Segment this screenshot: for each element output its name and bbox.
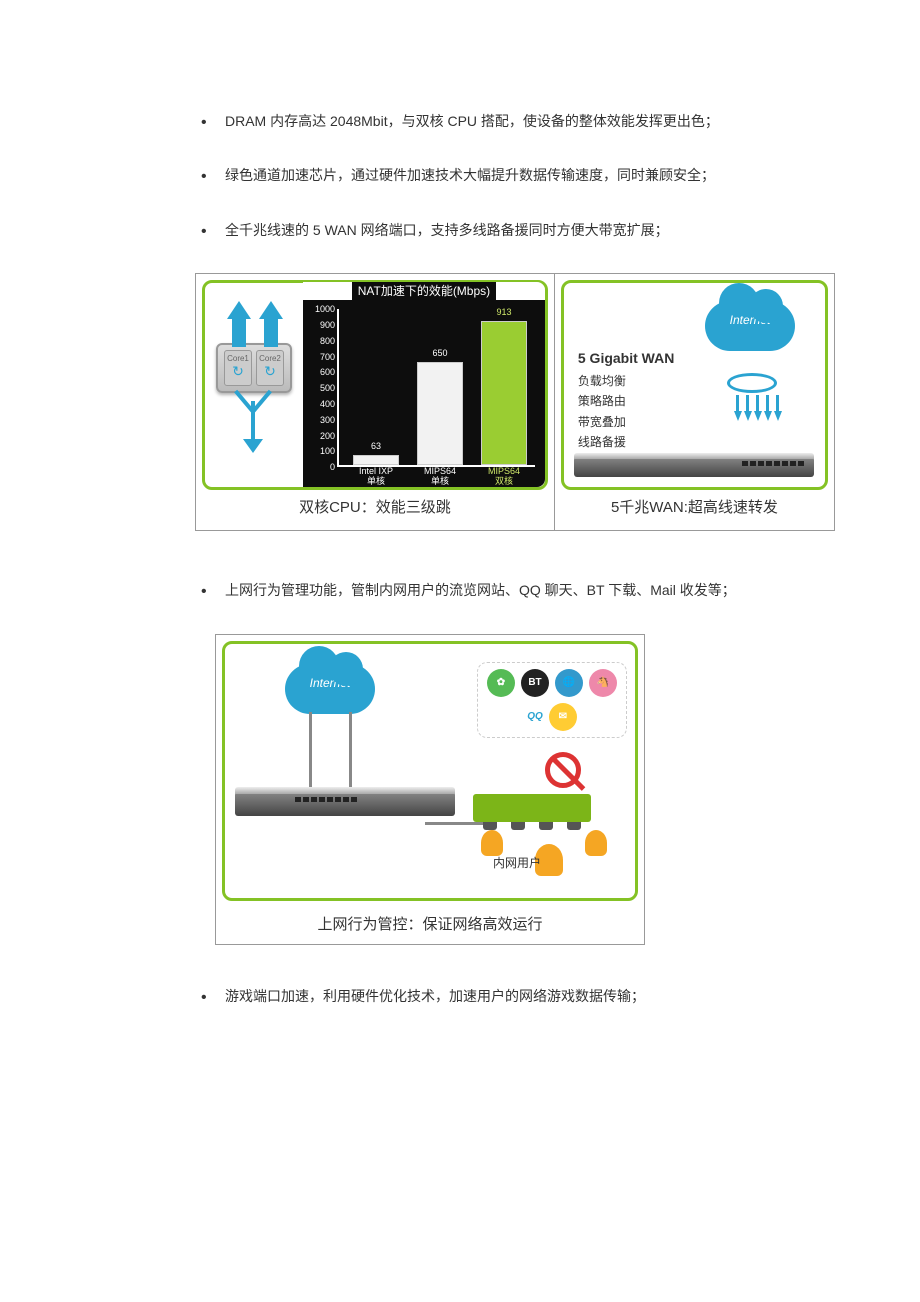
cpu-diagram: Core1 Core2 bbox=[205, 283, 303, 487]
cloud-label: Internet bbox=[705, 313, 795, 327]
nat-bar-chart: NAT加速下的效能(Mbps) 010020030040050060070080… bbox=[303, 283, 545, 487]
app-icons-group: ✿ BT 🌐 🐴 QQ ✉ bbox=[477, 662, 627, 738]
forbidden-icon bbox=[545, 752, 581, 788]
figure-dualcore-wan: Core1 Core2 NAT加速下的效能(Mbps) 010020030040… bbox=[195, 273, 835, 531]
browser-icon: 🌐 bbox=[555, 669, 583, 697]
wan-line: 负载均衡 bbox=[578, 371, 674, 391]
bullet-list-top: DRAM 内存高达 2048Mbit，与双核 CPU 搭配，使设备的整体效能发挥… bbox=[195, 110, 855, 241]
pc-group bbox=[473, 794, 585, 822]
router-icon bbox=[235, 792, 455, 816]
wan-line: 线路备援 bbox=[578, 432, 674, 452]
wan-feature-text: 5 Gigabit WAN 负载均衡 策略路由 带宽叠加 线路备援 bbox=[578, 347, 674, 452]
document-body: DRAM 内存高达 2048Mbit，与双核 CPU 搭配，使设备的整体效能发挥… bbox=[195, 110, 855, 1007]
qq-label: QQ bbox=[527, 711, 543, 722]
bullet-item: 绿色通道加速芯片，通过硬件加速技术大幅提升数据传输速度，同时兼顾安全； bbox=[195, 164, 855, 186]
cloud-icon: Internet bbox=[705, 301, 795, 351]
bullet-item: DRAM 内存高达 2048Mbit，与双核 CPU 搭配，使设备的整体效能发挥… bbox=[195, 110, 855, 132]
bullet-list-mid: 上网行为管理功能，管制内网用户的流览网站、QQ 聊天、BT 下载、Mail 收发… bbox=[195, 579, 855, 601]
wan-line: 带宽叠加 bbox=[578, 412, 674, 432]
chart-title: NAT加速下的效能(Mbps) bbox=[352, 282, 496, 300]
bullet-list-bottom: 游戏端口加速，利用硬件优化技术，加速用户的网络游戏数据传输； bbox=[195, 985, 855, 1007]
cpu-core: Core1 bbox=[224, 350, 252, 386]
wan-heading: 5 Gigabit WAN bbox=[578, 347, 674, 371]
cloud-icon: Internet bbox=[285, 664, 375, 714]
figure-caption: 上网行为管控：保证网络高效运行 bbox=[216, 907, 644, 944]
mail-icon: ✉ bbox=[549, 703, 577, 731]
ring-icon bbox=[727, 373, 777, 393]
cpu-core: Core2 bbox=[256, 350, 284, 386]
msn-icon: ✿ bbox=[487, 669, 515, 697]
wan-line: 策略路由 bbox=[578, 391, 674, 411]
person-icon bbox=[481, 830, 503, 856]
panel-caption: 5千兆WAN:超高线速转发 bbox=[561, 496, 828, 517]
bullet-item: 上网行为管理功能，管制内网用户的流览网站、QQ 聊天、BT 下载、Mail 收发… bbox=[195, 579, 855, 601]
panel-wan-diagram: Internet 5 Gigabit WAN 负载均衡 策略路由 带宽叠加 线路… bbox=[555, 274, 834, 530]
lan-label: 内网用户 bbox=[493, 854, 541, 871]
bullet-item: 游戏端口加速，利用硬件优化技术，加速用户的网络游戏数据传输； bbox=[195, 985, 855, 1007]
bt-icon: BT bbox=[521, 669, 549, 697]
person-icon bbox=[585, 830, 607, 856]
bullet-item: 全千兆线速的 5 WAN 网络端口，支持多线路备援同时方便大带宽扩展； bbox=[195, 219, 855, 241]
emule-icon: 🐴 bbox=[589, 669, 617, 697]
cloud-label: Internet bbox=[285, 676, 375, 690]
panel-cpu-chart: Core1 Core2 NAT加速下的效能(Mbps) 010020030040… bbox=[196, 274, 555, 530]
panel-caption: 双核CPU：效能三级跳 bbox=[202, 496, 548, 517]
router-icon bbox=[574, 457, 814, 477]
figure-behavior-control: Internet ✿ BT 🌐 🐴 QQ ✉ bbox=[215, 634, 645, 945]
